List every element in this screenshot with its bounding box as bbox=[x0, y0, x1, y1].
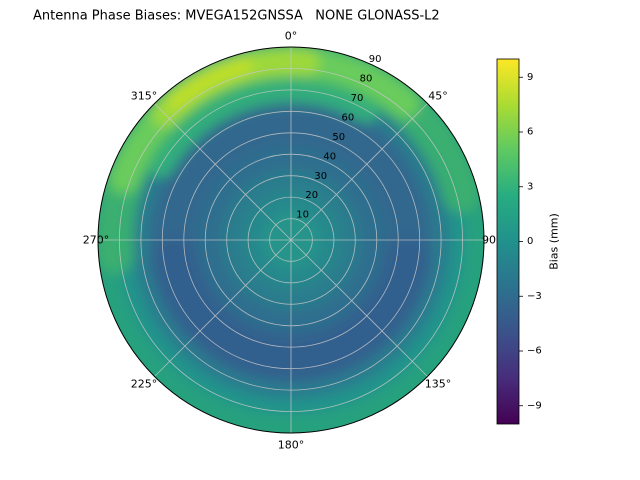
radial-tick-30: 30 bbox=[314, 171, 327, 182]
radial-tick-10: 10 bbox=[296, 210, 309, 221]
angular-tick-270: 270° bbox=[83, 234, 110, 247]
colorbar-axis-label: Bias (mm) bbox=[548, 213, 561, 270]
colorbar-tick-m6: −6 bbox=[527, 346, 542, 357]
angular-tick-45: 45° bbox=[428, 90, 448, 103]
polar-spine bbox=[97, 46, 485, 434]
angular-tick-315: 315° bbox=[131, 90, 158, 103]
radial-tick-20: 20 bbox=[305, 190, 318, 201]
radial-tick-80: 80 bbox=[360, 74, 373, 85]
colorbar-tick-3: 3 bbox=[527, 181, 533, 192]
colorbar-gradient bbox=[496, 58, 520, 425]
colorbar-tick-m9: −9 bbox=[527, 400, 542, 411]
angular-tick-labels: 0° 45° 90 135° 180° 225° 270° 315° bbox=[83, 30, 496, 452]
angular-tick-0: 0° bbox=[285, 30, 298, 43]
radial-tick-50: 50 bbox=[332, 132, 345, 143]
angular-tick-90: 90 bbox=[482, 234, 496, 247]
chart-title: Antenna Phase Biases: MVEGA152GNSSA NONE… bbox=[33, 9, 440, 24]
angular-tick-135: 135° bbox=[425, 378, 452, 391]
polar-grid bbox=[98, 47, 484, 433]
colorbar-tick-6: 6 bbox=[527, 127, 533, 138]
colorbar-tick-9: 9 bbox=[527, 72, 533, 83]
colorbar: 9 6 3 0 −3 −6 −9 Bias (mm) bbox=[496, 58, 561, 425]
radial-tick-90: 90 bbox=[369, 54, 382, 65]
colorbar-tick-labels: 9 6 3 0 −3 −6 −9 bbox=[527, 72, 542, 412]
angular-tick-225: 225° bbox=[131, 378, 158, 391]
radial-tick-40: 40 bbox=[323, 151, 336, 162]
radial-tick-70: 70 bbox=[351, 93, 364, 104]
radial-tick-labels: 10 20 30 40 50 60 70 80 90 bbox=[296, 54, 381, 221]
colorbar-tick-0: 0 bbox=[527, 236, 533, 247]
colorbar-tick-marks bbox=[519, 76, 523, 407]
colorbar-tick-m3: −3 bbox=[527, 291, 542, 302]
angular-tick-180: 180° bbox=[278, 439, 305, 452]
radial-tick-60: 60 bbox=[342, 112, 355, 123]
